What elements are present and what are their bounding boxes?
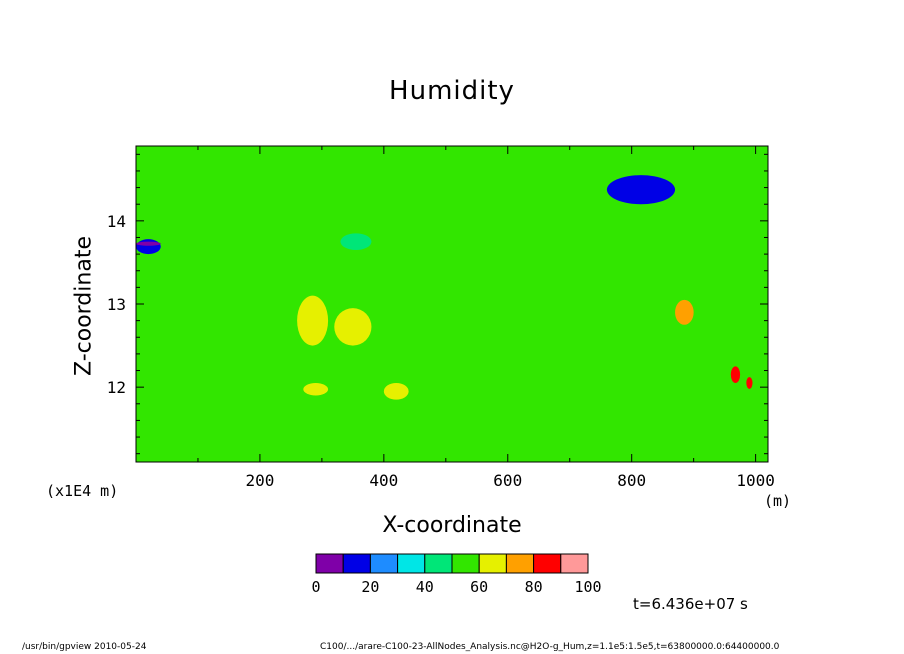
footer-source-file: C100/.../arare-C100-23-AllNodes_Analysis… (320, 642, 780, 652)
contour-patch-5 (303, 383, 329, 396)
colorbar-swatch-80-90 (533, 553, 562, 574)
colorbar-label-20: 20 (361, 578, 379, 596)
colorbar-label-60: 60 (470, 578, 488, 596)
contour-patch-7 (730, 366, 741, 383)
colorbar-swatch-0-10 (315, 553, 344, 574)
x-tick-label-600: 600 (493, 471, 522, 490)
colorbar-swatch-10-20 (342, 553, 371, 574)
chart-title: Humidity (389, 76, 515, 106)
footer-program-date: /usr/bin/gpview 2010-05-24 (22, 642, 147, 652)
colorbar-label-80: 80 (525, 578, 543, 596)
colorbar-label-100: 100 (574, 578, 601, 596)
x-axis-ticks: 200 400 600 800 1000 (197, 146, 775, 490)
x-tick-label-1000: 1000 (736, 471, 775, 490)
y-axis-ticks: 12 13 14 (107, 153, 768, 455)
colorbar-swatch-60-70 (478, 553, 507, 574)
colorbar-label-40: 40 (416, 578, 434, 596)
contour-patch-8 (746, 377, 753, 389)
colorbar-swatch-40-50 (424, 553, 453, 574)
contour-patches (136, 175, 753, 400)
y-tick-label-13: 13 (107, 295, 126, 314)
x-tick-label-800: 800 (617, 471, 646, 490)
colorbar-swatch-20-30 (369, 553, 399, 574)
contour-patch-0 (297, 295, 329, 346)
colorbar-swatch-30-40 (397, 553, 426, 574)
colorbar-label-0: 0 (311, 578, 320, 596)
y-tick-label-14: 14 (107, 212, 126, 231)
contour-patch-1 (334, 308, 372, 346)
contour-patch-3 (675, 299, 694, 325)
contour-patch-4 (383, 383, 409, 400)
colorbar-swatch-50-60 (451, 553, 480, 574)
contour-bands (136, 146, 768, 462)
contour-patch-10 (136, 241, 161, 246)
contour-band-50-60-11 (136, 146, 768, 462)
x-axis-unit: (m) (764, 492, 792, 510)
time-annotation: t=6.436e+07 s (633, 595, 748, 613)
colorbar: 0 20 40 60 80 100 (311, 553, 602, 596)
x-axis-label: X-coordinate (382, 513, 522, 538)
x-tick-label-200: 200 (245, 471, 274, 490)
contour-patch-6 (606, 175, 676, 205)
x-axis-scale-note: (x1E4 m) (46, 482, 119, 500)
colorbar-swatch-90-100 (560, 553, 589, 574)
colorbar-swatch-70-80 (505, 553, 535, 574)
contour-patch-2 (340, 233, 372, 250)
y-tick-label-12: 12 (107, 378, 126, 397)
contour-patch-9 (136, 239, 161, 255)
x-tick-label-400: 400 (369, 471, 398, 490)
